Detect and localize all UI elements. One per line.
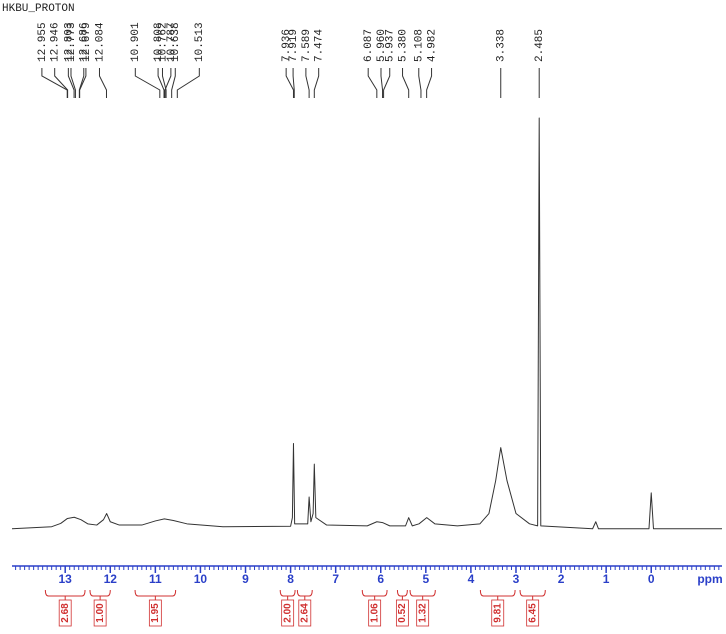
integral-bracket <box>479 589 516 600</box>
peak-connector <box>418 68 422 98</box>
peak-label: 5.960 <box>376 29 388 62</box>
x-tick-label: 1 <box>603 572 610 586</box>
peak-connector <box>380 68 384 98</box>
peak-label: 2.485 <box>534 29 546 62</box>
peak-label: 7.936 <box>281 29 293 62</box>
integral-bracket <box>134 589 177 600</box>
chart-title: HKBU_PROTON <box>2 3 75 15</box>
peak-label: 10.638 <box>170 22 182 62</box>
peak-label: 12.955 <box>37 22 49 62</box>
peak-label: 12.679 <box>81 22 93 62</box>
peak-connector <box>54 68 69 98</box>
integral-label: 0.52 <box>397 603 408 623</box>
peak-connector <box>157 68 165 98</box>
peak-connector <box>402 68 410 98</box>
integral-label: 1.06 <box>369 603 380 623</box>
peak-connector <box>164 68 172 98</box>
x-tick-label: 7 <box>332 572 339 586</box>
peak-connector <box>285 68 294 98</box>
integral-box <box>526 599 540 627</box>
peak-label: 3.338 <box>496 29 508 62</box>
peak-label: 12.773 <box>66 22 78 62</box>
peak-connector <box>171 68 176 98</box>
integral-label: 1.95 <box>150 603 161 623</box>
peak-connector <box>67 68 75 98</box>
x-tick-label: 8 <box>287 572 294 586</box>
integral-box <box>93 599 107 627</box>
integral-box <box>298 599 312 627</box>
x-axis-label: ppm <box>697 572 722 586</box>
peak-connector <box>161 68 167 98</box>
integral-box <box>491 599 505 627</box>
peak-label: 12.084 <box>94 22 106 62</box>
peak-connector <box>305 68 310 98</box>
peak-connector <box>367 68 378 98</box>
x-tick-label: 6 <box>377 572 384 586</box>
integral-box <box>148 599 162 627</box>
integral-bracket <box>279 589 296 600</box>
peak-connector <box>383 68 391 98</box>
integral-label: 1.32 <box>417 603 428 623</box>
x-tick-label: 2 <box>558 572 565 586</box>
peak-connector <box>176 68 200 98</box>
integral-box <box>281 599 295 627</box>
integral-box <box>395 599 409 627</box>
peak-label: 4.982 <box>426 29 438 62</box>
peak-label: 12.946 <box>50 22 62 62</box>
integral-label: 9.81 <box>492 603 503 623</box>
peak-label: 7.589 <box>301 29 313 62</box>
integral-label: 2.68 <box>60 603 71 623</box>
integral-box <box>368 599 382 627</box>
x-tick-label: 13 <box>59 572 73 586</box>
spectrum-line <box>11 117 722 530</box>
x-tick-label: 12 <box>104 572 118 586</box>
peak-label: 5.108 <box>414 29 426 62</box>
peak-label: 12.686 <box>79 22 91 62</box>
peak-label: 7.919 <box>288 29 300 62</box>
peak-connector <box>79 68 87 98</box>
peak-label: 7.474 <box>314 29 326 62</box>
integral-bracket <box>361 589 388 600</box>
peak-connector <box>426 68 433 98</box>
peak-label: 5.380 <box>397 29 409 62</box>
peak-label: 10.762 <box>157 22 169 62</box>
integral-box <box>416 599 430 627</box>
integral-bracket <box>89 589 111 600</box>
peak-connector <box>134 68 161 98</box>
peak-label: 10.513 <box>194 22 206 62</box>
integral-label: 2.00 <box>282 603 293 623</box>
x-tick-label: 11 <box>149 572 162 586</box>
peak-connector <box>292 68 295 98</box>
peak-label: 10.808 <box>153 22 165 62</box>
peak-label: 5.937 <box>385 29 397 62</box>
integral-bracket <box>409 589 436 600</box>
x-tick-label: 9 <box>242 572 249 586</box>
peak-connector <box>98 68 107 98</box>
x-tick-label: 0 <box>648 572 655 586</box>
integral-bracket <box>396 589 408 600</box>
integral-box <box>58 599 72 627</box>
peak-connector <box>70 68 76 98</box>
integral-label: 2.64 <box>299 603 310 623</box>
integral-label: 1.00 <box>95 603 106 623</box>
x-tick-label: 4 <box>468 572 475 586</box>
x-tick-label: 10 <box>194 572 208 586</box>
peak-connector <box>313 68 320 98</box>
integral-label: 6.45 <box>527 603 538 623</box>
peak-label: 10.787 <box>166 22 178 62</box>
peak-label: 12.803 <box>63 22 75 62</box>
integral-bracket <box>44 589 86 600</box>
integral-bracket <box>519 589 546 600</box>
peak-label: 6.087 <box>363 29 375 62</box>
peak-label: 10.901 <box>130 22 142 62</box>
x-tick-label: 3 <box>513 572 520 586</box>
x-tick-label: 5 <box>422 572 429 586</box>
integral-bracket <box>296 589 313 600</box>
